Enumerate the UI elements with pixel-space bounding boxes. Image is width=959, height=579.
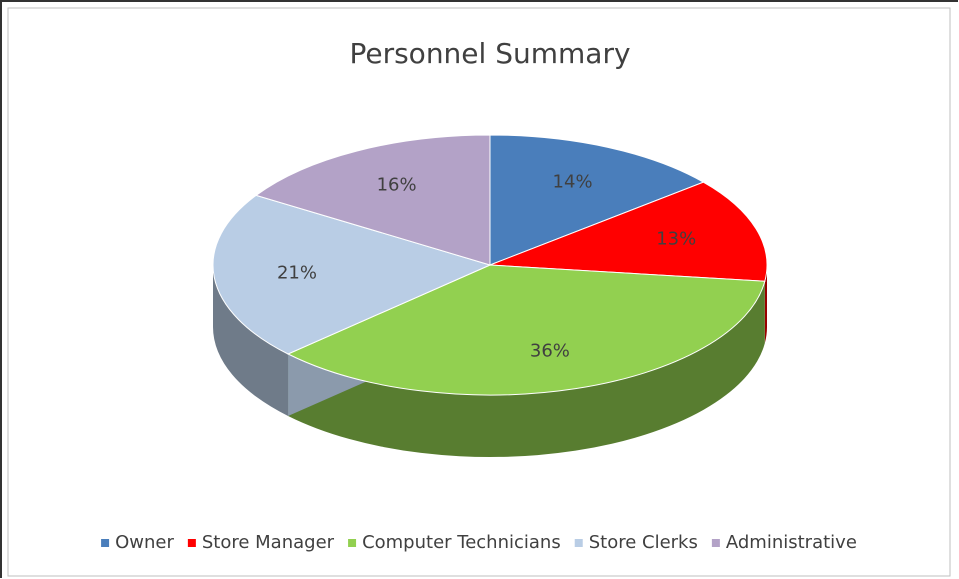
- legend-marker: [711, 539, 720, 547]
- pie-slice: [255, 134, 491, 266]
- legend-marker: [101, 539, 110, 547]
- legend-label: Store Clerks: [589, 532, 698, 553]
- legend-label: Owner: [115, 532, 174, 553]
- legend-label: Computer Technicians: [362, 532, 561, 553]
- data-label: 21%: [277, 263, 317, 284]
- data-label: 13%: [656, 229, 696, 250]
- data-label: 14%: [553, 172, 593, 193]
- legend: Owner Store Manager Computer Technicians St…: [101, 532, 857, 553]
- pie-slice-side: [764, 265, 767, 344]
- pie-slice: [212, 194, 492, 355]
- legend-marker: [574, 539, 583, 547]
- legend-label: Store Manager: [202, 532, 335, 553]
- legend-label: Administrative: [726, 532, 857, 553]
- data-label: 36%: [530, 341, 570, 362]
- pie: 14% 13% 36% 21% 16%: [212, 134, 768, 457]
- pie-slice-side: [288, 281, 765, 457]
- data-label: 16%: [377, 174, 417, 195]
- pie-slice-side: [213, 265, 289, 416]
- pie-slice: [286, 264, 766, 396]
- chart-title: Personnel Summary: [349, 37, 630, 70]
- pie-slice: [489, 181, 768, 282]
- legend-marker: [348, 539, 357, 547]
- legend-marker: [187, 539, 196, 547]
- pie-slice: [489, 134, 705, 266]
